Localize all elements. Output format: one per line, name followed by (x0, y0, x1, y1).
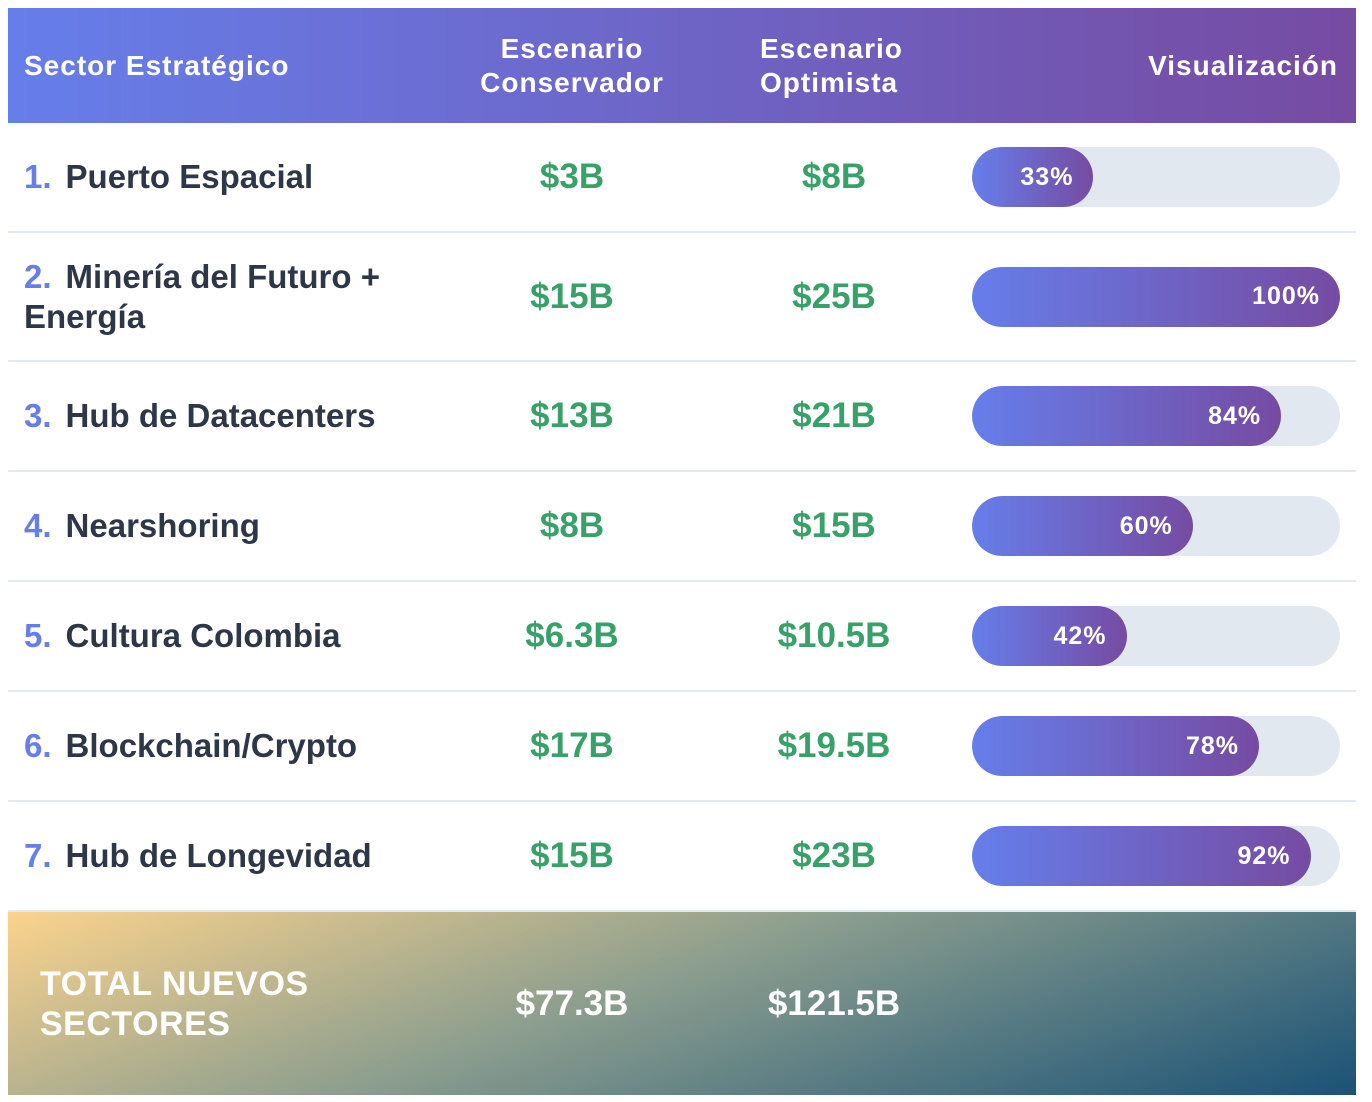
progress-bar: 60% (972, 496, 1340, 556)
sector-name: Hub de Datacenters (65, 397, 376, 434)
optimistic-value: $19.5B (777, 726, 891, 765)
header-sector: Sector Estratégico (24, 49, 290, 81)
sector-name-cell: 1. Puerto Espacial (24, 123, 424, 231)
progress-bar: 42% (972, 606, 1340, 666)
row-number: 2. (24, 257, 52, 295)
sector-name: Cultura Colombia (65, 617, 341, 654)
conservative-value: $3B (539, 157, 605, 196)
sector-name: Hub de Longevidad (65, 837, 372, 874)
progress-bar: 78% (972, 716, 1340, 776)
row-number: 5. (24, 617, 52, 654)
sector-name-cell: 3. Hub de Datacenters (24, 362, 424, 470)
progress-label: 42% (1053, 621, 1107, 650)
table-row: 3. Hub de Datacenters $13B $21B 84% (8, 362, 1356, 472)
sector-name: Nearshoring (65, 507, 260, 544)
progress-bar: 100% (972, 266, 1340, 327)
header-conservative: Escenario Conservador (480, 32, 664, 98)
sector-name: Minería del Futuro + Energía (24, 257, 380, 335)
conservative-value: $17B (530, 726, 614, 765)
sector-name: Puerto Espacial (65, 158, 314, 195)
progress-bar: 92% (972, 826, 1340, 886)
sector-name-cell: 7. Hub de Longevidad (24, 802, 424, 910)
table-row: 2. Minería del Futuro + Energía $15B $25B… (8, 233, 1356, 362)
investment-table: Sector Estratégico Escenario Conservador… (8, 8, 1356, 1095)
total-label: TOTAL NUEVOS SECTORES (40, 964, 309, 1043)
conservative-value: $8B (539, 506, 605, 545)
progress-label: 84% (1208, 401, 1262, 430)
optimistic-value: $23B (792, 836, 876, 875)
progress-fill: 84% (972, 386, 1282, 446)
row-number: 4. (24, 507, 52, 544)
progress-fill: 100% (972, 266, 1340, 327)
optimistic-value: $10.5B (777, 616, 891, 655)
progress-fill: 92% (972, 826, 1311, 886)
table-row: 7. Hub de Longevidad $15B $23B 92% (8, 802, 1356, 912)
row-number: 7. (24, 837, 52, 874)
conservative-value: $6.3B (525, 616, 619, 655)
sector-name: Blockchain/Crypto (65, 727, 358, 764)
progress-bar: 84% (972, 386, 1340, 446)
row-number: 6. (24, 727, 52, 764)
progress-label: 33% (1020, 162, 1074, 191)
progress-label: 78% (1185, 731, 1240, 760)
table-row: 5. Cultura Colombia $6.3B $10.5B 42% (8, 582, 1356, 692)
progress-label: 92% (1237, 841, 1291, 870)
total-conservative-value: $77.3B (515, 983, 629, 1023)
row-number: 3. (24, 397, 52, 434)
progress-fill: 78% (972, 716, 1260, 776)
header-optimistic: Escenario Optimista (760, 32, 903, 98)
sector-name-cell: 2. Minería del Futuro + Energía (24, 233, 424, 360)
progress-fill: 33% (972, 147, 1094, 207)
sector-name-cell: 6. Blockchain/Crypto (24, 692, 424, 800)
sector-name-cell: 4. Nearshoring (24, 472, 424, 580)
conservative-value: $15B (530, 276, 614, 316)
total-row: TOTAL NUEVOS SECTORES $77.3B $121.5B (8, 912, 1356, 1095)
table-row: 6. Blockchain/Crypto $17B $19.5B 78% (8, 692, 1356, 802)
optimistic-value: $15B (792, 506, 876, 545)
optimistic-value: $25B (792, 276, 876, 316)
total-optimistic-value: $121.5B (767, 983, 901, 1023)
progress-label: 100% (1252, 282, 1320, 310)
optimistic-value: $8B (801, 157, 867, 196)
sector-name-cell: 5. Cultura Colombia (24, 582, 424, 690)
progress-fill: 60% (972, 496, 1193, 556)
conservative-value: $15B (530, 836, 614, 875)
conservative-value: $13B (530, 396, 614, 435)
table-row: 1. Puerto Espacial $3B $8B 33% (8, 123, 1356, 233)
progress-bar: 33% (972, 147, 1340, 207)
progress-label: 60% (1119, 511, 1173, 540)
row-number: 1. (24, 158, 52, 195)
header-visualization: Visualización (1148, 49, 1338, 81)
table-row: 4. Nearshoring $8B $15B 60% (8, 472, 1356, 582)
progress-fill: 42% (972, 606, 1127, 666)
optimistic-value: $21B (792, 396, 876, 435)
table-header: Sector Estratégico Escenario Conservador… (8, 8, 1356, 123)
